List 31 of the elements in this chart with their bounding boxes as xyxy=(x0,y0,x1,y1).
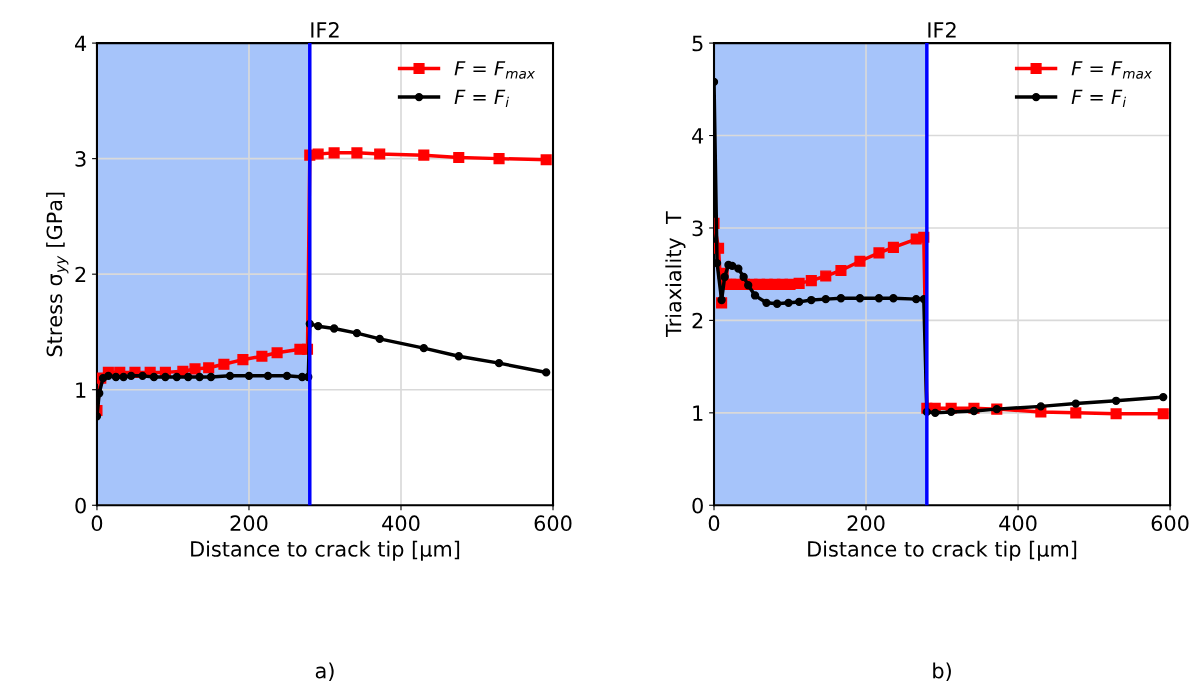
text: b) xyxy=(933,662,951,681)
y-tick-label: 4 xyxy=(75,35,87,52)
x-tick-label: 400 xyxy=(382,515,420,532)
x-tick-label: 0 xyxy=(91,515,103,532)
y-axis-title: Stress σ$_{yy}$ [GPa] xyxy=(46,192,69,357)
x-tick-label: 600 xyxy=(1151,515,1189,532)
y-tick-label: 4 xyxy=(692,128,704,144)
y-tick-label: 3 xyxy=(692,220,703,237)
y-axis-title: Triaxiality T xyxy=(665,211,686,338)
x-tick-label: 0 xyxy=(708,515,720,532)
x-tick-label: 400 xyxy=(999,515,1037,532)
y-tick-label: 5 xyxy=(692,35,703,52)
y-tick-label: 1 xyxy=(76,382,86,398)
legend-label: F = F$_{i}$ xyxy=(454,89,509,108)
x-tick-label: 200 xyxy=(847,515,885,532)
y-tick-label: 3 xyxy=(75,151,86,167)
y-tick-label: 0 xyxy=(75,497,86,514)
text: a) xyxy=(315,662,334,681)
legend-label: F = F$_{i}$ xyxy=(1071,89,1127,108)
y-tick-label: 2 xyxy=(75,266,86,283)
legend-label: F = F$_{max}$ xyxy=(454,61,536,79)
x-tick-label: 200 xyxy=(230,515,268,532)
y-tick-label: 0 xyxy=(692,497,703,514)
legend-label: F = F$_{max}$ xyxy=(1071,61,1153,79)
x-tick-label: 600 xyxy=(534,515,572,532)
x-axis-title: Distance to crack tip [µm] xyxy=(808,540,1077,561)
chart-title: IF2 xyxy=(928,22,956,38)
x-axis-title: Distance to crack tip [µm] xyxy=(191,540,460,561)
y-tick-label: 1 xyxy=(693,405,703,421)
y-tick-label: 2 xyxy=(692,312,703,329)
chart-title: IF2 xyxy=(311,22,339,38)
